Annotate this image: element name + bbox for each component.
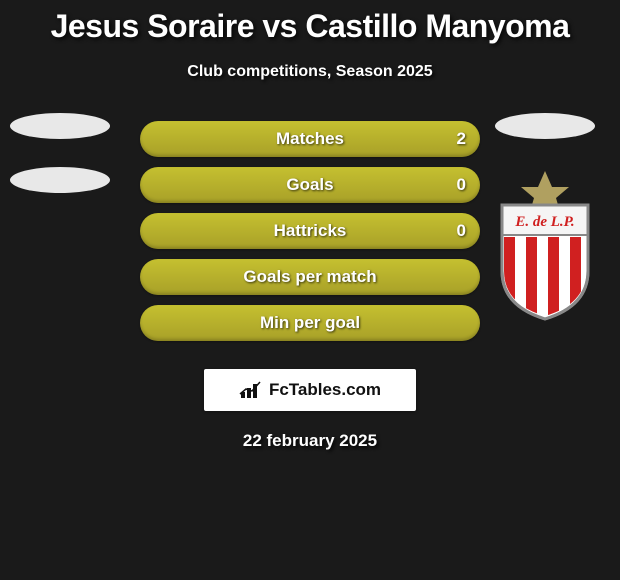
shield-icon: E. de L.P.: [490, 171, 600, 321]
stat-label: Matches: [276, 129, 344, 149]
player2-image-area: [495, 113, 595, 167]
placeholder-ellipse: [10, 167, 110, 193]
source-logo[interactable]: FcTables.com: [204, 369, 416, 411]
stat-label: Goals: [286, 175, 333, 195]
bar-chart-icon: [239, 380, 263, 400]
logo-label: FcTables.com: [269, 380, 381, 400]
stat-row-hattricks: Hattricks 0: [140, 213, 480, 249]
page-title: Jesus Soraire vs Castillo Manyoma: [0, 0, 620, 45]
player1-image-area: [10, 113, 110, 221]
placeholder-ellipse: [495, 113, 595, 139]
stat-row-min-per-goal: Min per goal: [140, 305, 480, 341]
date-label: 22 february 2025: [0, 431, 620, 451]
club-crest: E. de L.P.: [490, 171, 600, 326]
stat-rows: Matches 2 Goals 0 Hattricks 0 Goals per …: [140, 121, 480, 351]
logo-text: FcTables.com: [239, 380, 381, 400]
placeholder-ellipse: [10, 113, 110, 139]
stat-row-goals: Goals 0: [140, 167, 480, 203]
crest-text: E. de L.P.: [514, 214, 574, 230]
stats-area: E. de L.P. Matches 2 Goals 0 Hattricks: [0, 121, 620, 351]
stat-row-matches: Matches 2: [140, 121, 480, 157]
stat-value: 2: [457, 129, 466, 149]
stat-value: 0: [457, 175, 466, 195]
subtitle: Club competitions, Season 2025: [0, 63, 620, 81]
stat-label: Hattricks: [274, 221, 347, 241]
stat-row-goals-per-match: Goals per match: [140, 259, 480, 295]
stat-label: Goals per match: [243, 267, 376, 287]
stat-value: 0: [457, 221, 466, 241]
stat-label: Min per goal: [260, 313, 360, 333]
